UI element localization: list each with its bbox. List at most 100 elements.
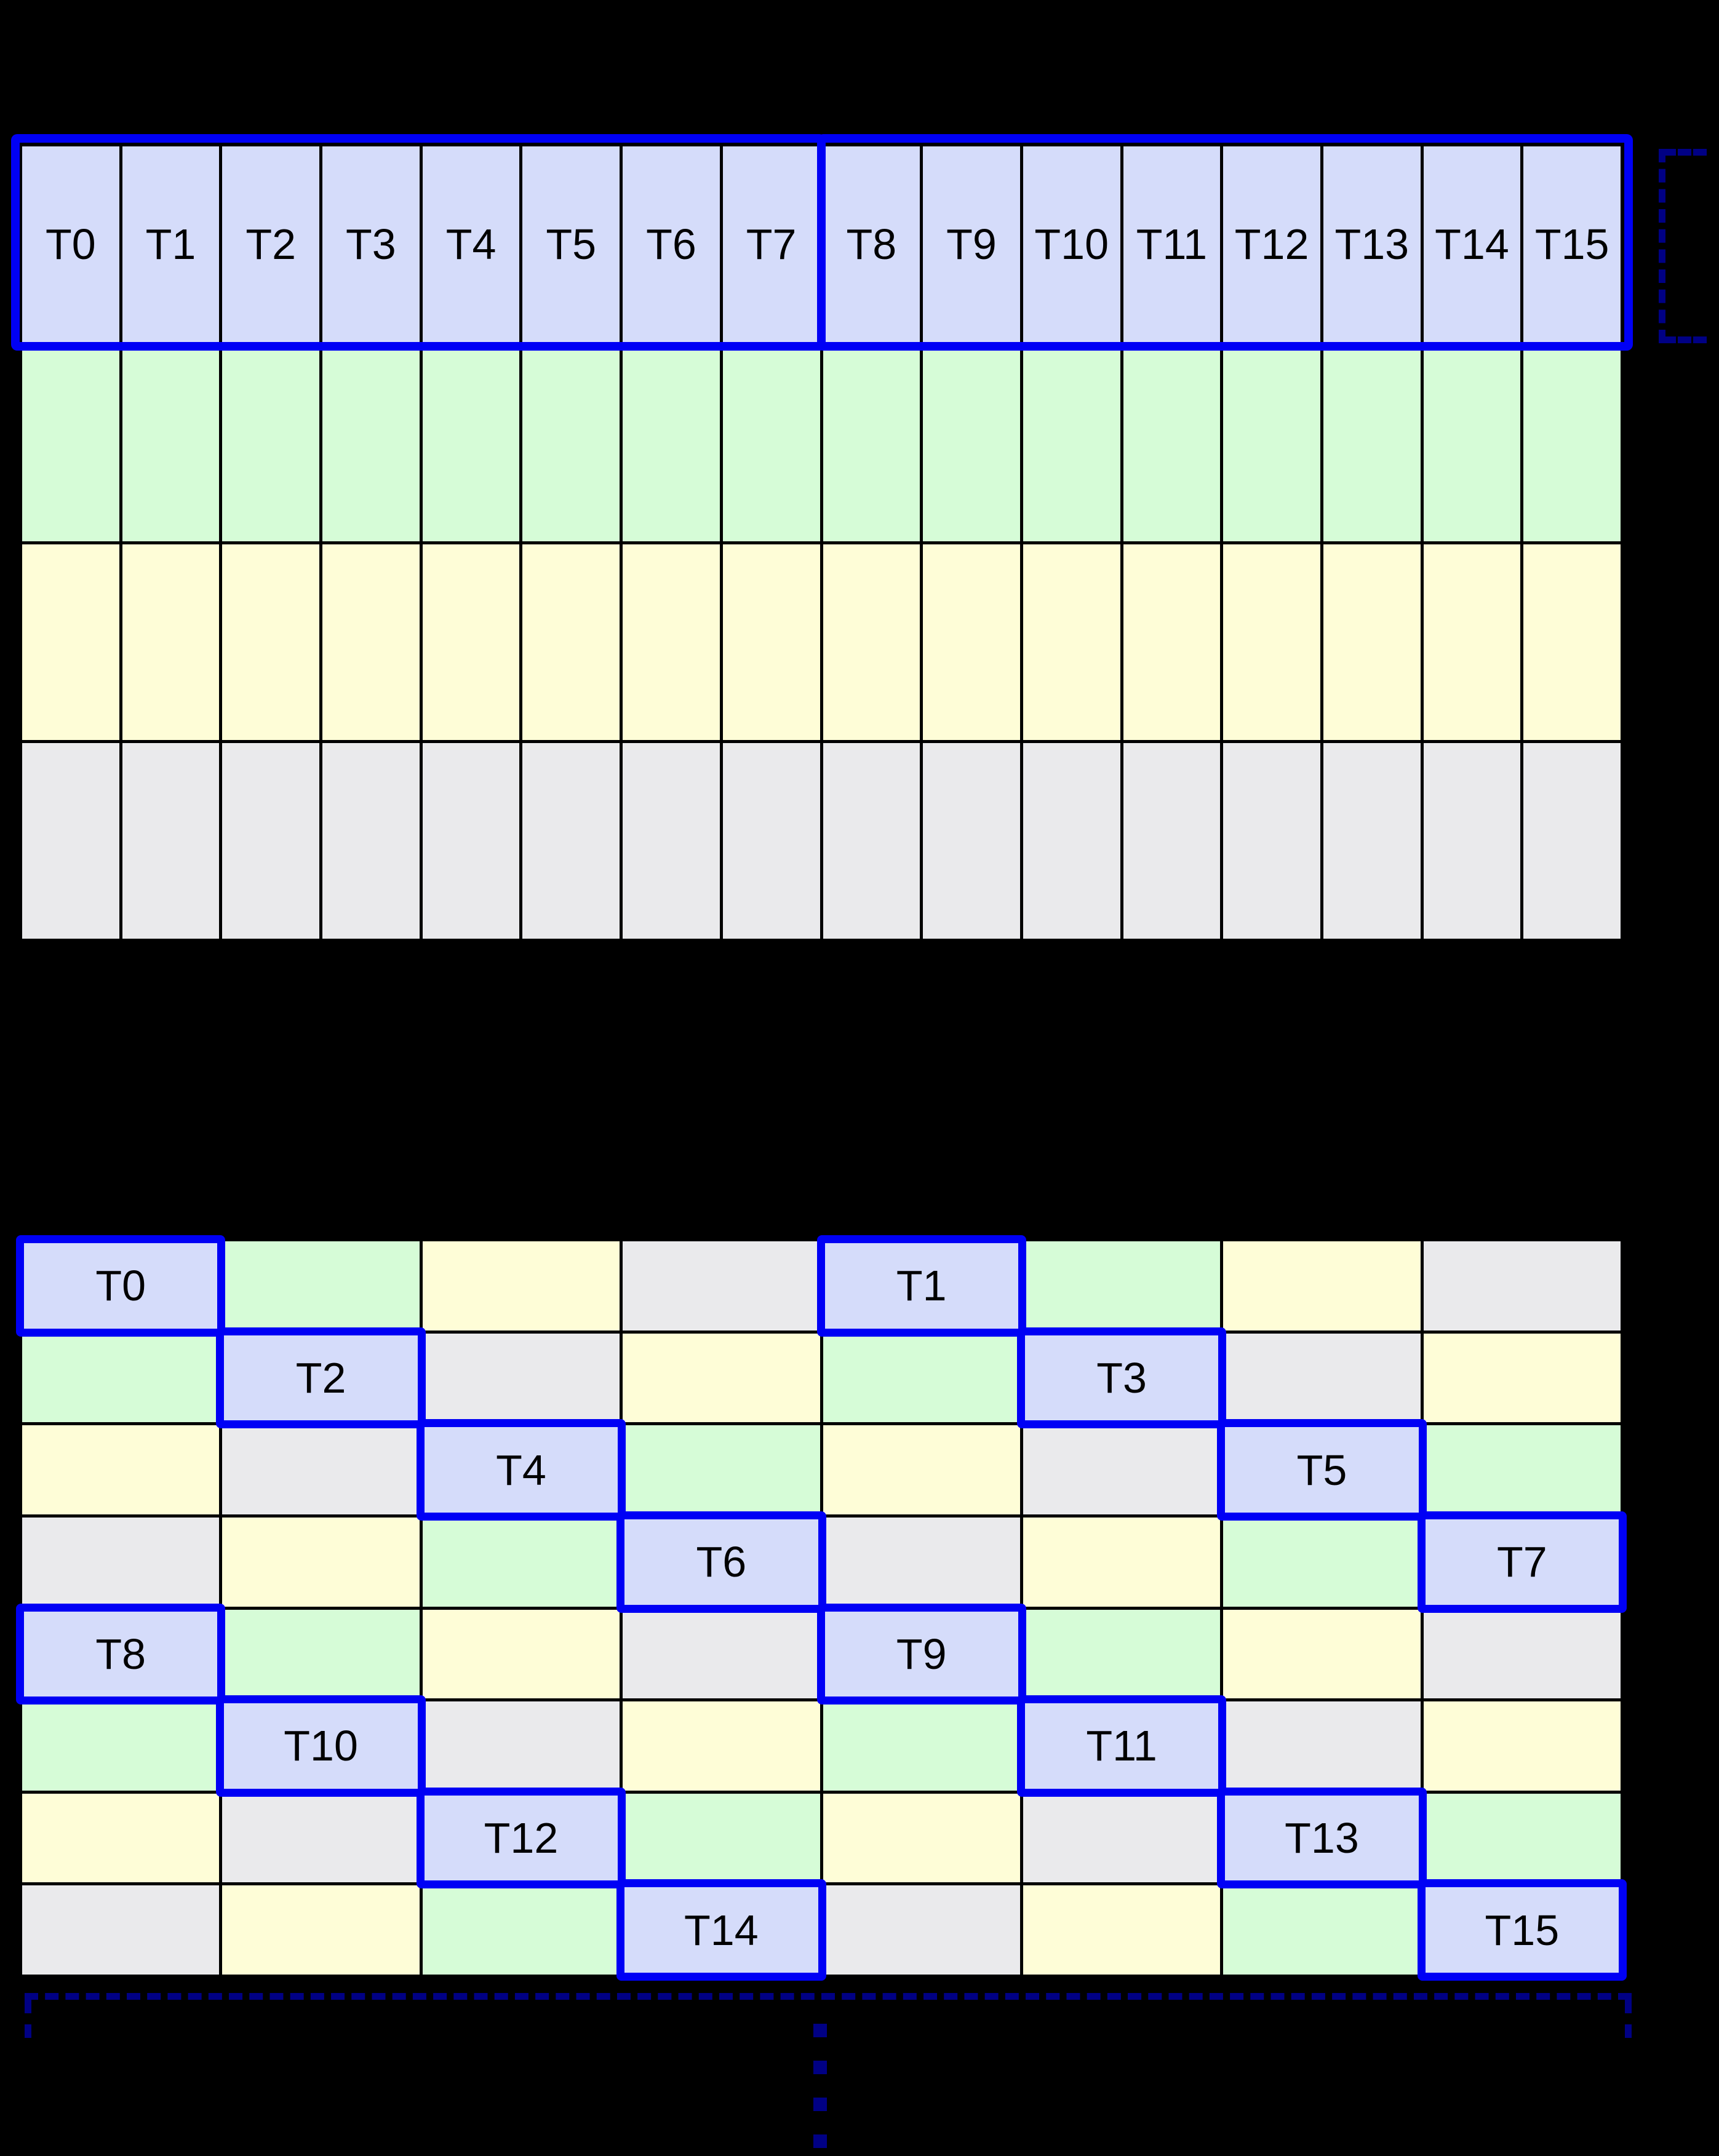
green-memory-cell xyxy=(1123,345,1221,541)
thread-label: T8 xyxy=(846,220,897,269)
green-memory-cell xyxy=(623,345,720,541)
gray-memory-cell xyxy=(823,1517,1020,1607)
thread-label: T1 xyxy=(145,220,196,269)
yellow-memory-cell xyxy=(222,1885,420,1975)
thread-cell-T12: T12 xyxy=(422,1793,620,1883)
green-memory-cell xyxy=(1423,1425,1621,1514)
gray-memory-cell xyxy=(1223,742,1320,939)
thread-cell-T8: T8 xyxy=(823,146,920,343)
green-memory-cell xyxy=(22,1333,220,1423)
yellow-memory-cell xyxy=(823,544,920,740)
thread-label: T4 xyxy=(496,1446,546,1494)
yellow-memory-cell xyxy=(1023,544,1120,740)
continuation-dot xyxy=(813,2061,827,2074)
gray-memory-cell xyxy=(422,742,520,939)
yellow-memory-cell xyxy=(22,1793,220,1883)
thread-cell-T0: T0 xyxy=(22,1241,220,1331)
gray-memory-cell xyxy=(623,1241,820,1331)
thread-cell-T8: T8 xyxy=(22,1609,220,1699)
thread-label: T11 xyxy=(1136,220,1208,269)
gray-memory-cell xyxy=(1423,742,1521,939)
yellow-memory-cell xyxy=(1323,544,1421,740)
thread-label: T3 xyxy=(1096,1353,1147,1402)
thread-cell-T4: T4 xyxy=(422,1425,620,1514)
gray-memory-cell xyxy=(923,742,1020,939)
gray-memory-cell xyxy=(22,742,119,939)
thread-label: T4 xyxy=(445,220,497,269)
green-memory-cell xyxy=(1023,1241,1221,1331)
green-memory-cell xyxy=(1323,345,1421,541)
green-memory-cell xyxy=(1023,1609,1221,1699)
thread-label: T9 xyxy=(896,1629,947,1678)
gray-memory-cell xyxy=(322,742,420,939)
thread-cell-T3: T3 xyxy=(1023,1333,1221,1423)
gray-memory-cell xyxy=(422,1333,620,1423)
yellow-memory-cell xyxy=(422,1609,620,1699)
gray-memory-cell xyxy=(1423,1241,1621,1331)
green-memory-cell xyxy=(823,1701,1020,1791)
yellow-memory-cell xyxy=(823,1793,1020,1883)
thread-cell-T2: T2 xyxy=(222,146,320,343)
thread-cell-T15: T15 xyxy=(1523,146,1621,343)
thread-cell-T14: T14 xyxy=(1423,146,1521,343)
yellow-memory-cell xyxy=(623,1701,820,1791)
thread-cell-T9: T9 xyxy=(823,1609,1020,1699)
row-height-bracket-icon xyxy=(1659,149,1665,343)
linear-layout-grid: T0 T1 T2 T3 T4 T5 T6 T7 T8 T9 T10 T11 T12 T13 T14 T15 xyxy=(18,143,1624,942)
green-memory-cell xyxy=(1423,345,1521,541)
gray-memory-cell xyxy=(422,1701,620,1791)
gray-memory-cell xyxy=(1223,1333,1421,1423)
thread-cell-T6: T6 xyxy=(623,1517,820,1607)
yellow-memory-cell xyxy=(122,544,220,740)
yellow-memory-cell xyxy=(1423,1701,1621,1791)
thread-cell-T11: T11 xyxy=(1023,1701,1221,1791)
yellow-memory-cell xyxy=(22,544,119,740)
thread-cell-T4: T4 xyxy=(422,146,520,343)
thread-label: T10 xyxy=(284,1722,358,1770)
green-memory-cell xyxy=(722,345,820,541)
thread-label: T2 xyxy=(295,1353,346,1402)
yellow-memory-cell xyxy=(1423,544,1521,740)
green-memory-cell xyxy=(522,345,620,541)
green-memory-cell xyxy=(823,345,920,541)
gray-memory-cell xyxy=(222,1793,420,1883)
thread-label: T6 xyxy=(696,1538,747,1586)
gray-memory-cell xyxy=(22,1885,220,1975)
gray-memory-cell xyxy=(823,742,920,939)
yellow-memory-cell xyxy=(1423,1333,1621,1423)
green-memory-cell xyxy=(22,1701,220,1791)
bottom-width-bracket-icon xyxy=(25,1993,1632,2000)
thread-label: T10 xyxy=(1034,220,1109,269)
thread-label: T8 xyxy=(95,1629,146,1678)
yellow-memory-cell xyxy=(1223,1609,1421,1699)
continuation-dot xyxy=(813,2134,827,2148)
thread-label: T5 xyxy=(1296,1446,1347,1494)
row-height-bracket-bottom-tick xyxy=(1662,336,1707,343)
yellow-memory-cell xyxy=(1223,544,1320,740)
thread-label: T7 xyxy=(746,220,797,269)
yellow-memory-cell xyxy=(422,1241,620,1331)
swizzled-layout-grid: T0 T1 T2 T3 T4 T5 T6 T7 T8 T9 T10 T11 T12 T13 T14 T15 xyxy=(18,1238,1624,1978)
green-memory-cell xyxy=(222,1241,420,1331)
green-memory-cell xyxy=(422,345,520,541)
green-memory-cell xyxy=(1223,345,1320,541)
yellow-memory-cell xyxy=(222,544,320,740)
green-memory-cell xyxy=(222,345,320,541)
green-memory-cell xyxy=(22,345,119,541)
green-memory-cell xyxy=(623,1793,820,1883)
yellow-memory-cell xyxy=(322,544,420,740)
green-memory-cell xyxy=(122,345,220,541)
green-memory-cell xyxy=(623,1425,820,1514)
thread-cell-T11: T11 xyxy=(1123,146,1221,343)
gray-memory-cell xyxy=(522,742,620,939)
green-memory-cell xyxy=(1223,1885,1421,1975)
green-memory-cell xyxy=(1023,345,1120,541)
thread-cell-T3: T3 xyxy=(322,146,420,343)
green-memory-cell xyxy=(823,1333,1020,1423)
green-memory-cell xyxy=(222,1609,420,1699)
gray-memory-cell xyxy=(1323,742,1421,939)
green-memory-cell xyxy=(422,1517,620,1607)
gray-memory-cell xyxy=(1423,1609,1621,1699)
thread-label: T15 xyxy=(1485,1906,1560,1954)
